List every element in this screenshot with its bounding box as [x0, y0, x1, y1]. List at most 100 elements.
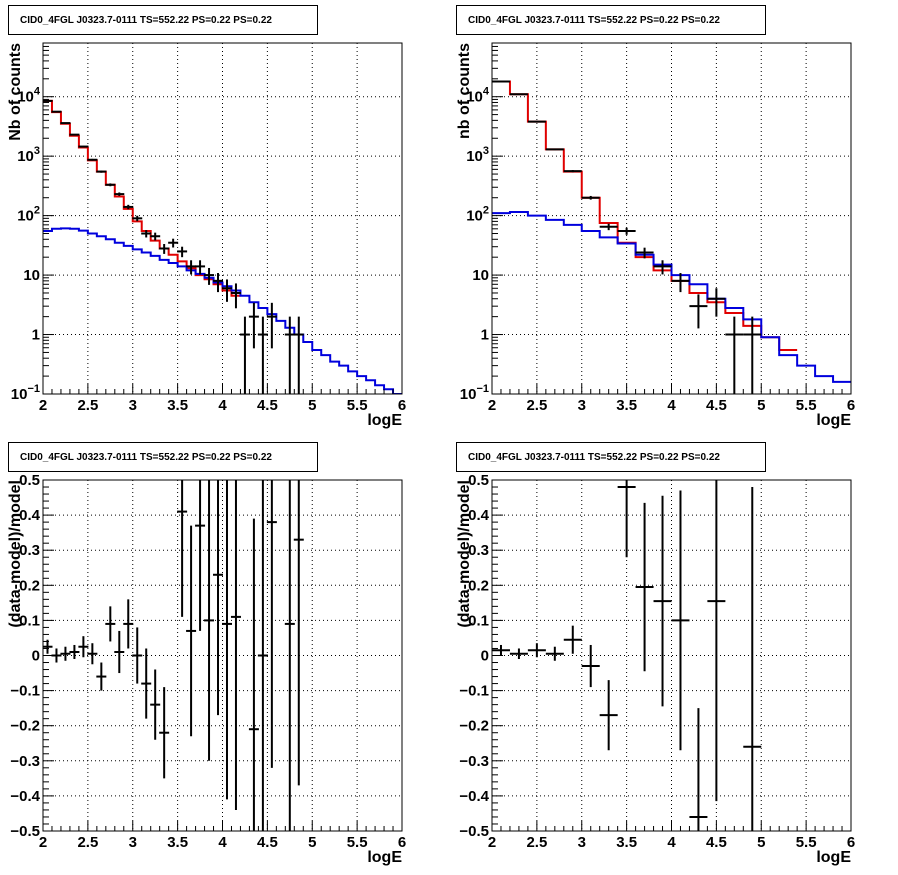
x-tick-label: 5.5: [347, 397, 368, 414]
x-tick-label: 6: [398, 397, 406, 414]
x-tick-label: 6: [847, 397, 855, 414]
x-tick-label: 3: [129, 397, 137, 414]
y-tick-label: −0.1: [459, 683, 489, 700]
y-tick-exponent: 2: [483, 205, 489, 217]
y-tick-label: 0.2: [19, 577, 40, 594]
y-tick-label: 0.1: [468, 612, 489, 629]
y-tick-label: 0.3: [468, 542, 489, 559]
x-tick-label: 4.5: [257, 834, 278, 851]
y-axis-label: (data-model)/model: [456, 480, 473, 628]
y-tick-exponent: −1: [27, 383, 40, 395]
x-tick-label: 3.5: [616, 397, 637, 414]
y-tick-label: 103: [17, 145, 40, 165]
x-tick-label: 2: [39, 834, 47, 851]
y-tick-label: 1: [481, 327, 489, 344]
x-tick-label: 5.5: [347, 834, 368, 851]
y-tick-label: 102: [17, 205, 40, 225]
y-tick-exponent: 2: [34, 205, 40, 217]
y-tick-label: −0.3: [459, 753, 489, 770]
x-tick-label: 3.5: [167, 834, 188, 851]
x-tick-label: 2: [39, 397, 47, 414]
x-tick-label: 5: [757, 834, 765, 851]
y-tick-label: 10: [472, 267, 489, 284]
y-tick-label: 0.5: [19, 472, 40, 489]
x-tick-label: 3.5: [167, 397, 188, 414]
x-tick-label: 3: [129, 834, 137, 851]
x-axis-label: logE: [816, 412, 851, 429]
x-tick-label: 4: [218, 397, 227, 414]
x-tick-label: 2.5: [526, 834, 547, 851]
x-axis-label: logE: [367, 849, 402, 866]
plot-area: [43, 99, 402, 394]
y-tick-label: 0.2: [468, 577, 489, 594]
y-tick-exponent: 4: [34, 86, 41, 98]
x-tick-label: 3.5: [616, 834, 637, 851]
y-tick-label: 10−1: [11, 383, 40, 403]
y-axis-label: nb of counts: [456, 43, 473, 139]
x-tick-label: 4.5: [706, 397, 727, 414]
panel-2: 2 2.5 3 3.5 4 4.5 5 5.5 6 −0.5 −0.4 −0.3 −0.2 −0.1 0 0.…: [7, 472, 406, 866]
y-tick-label: −0.2: [459, 718, 489, 735]
y-tick-label: 10: [23, 267, 40, 284]
x-tick-label: 5.5: [796, 834, 817, 851]
y-tick-label: 10−1: [460, 383, 489, 403]
panel-title-top-left: CID0_4FGL J0323.7-0111 TS=552.22 PS=0.22…: [8, 5, 318, 35]
x-tick-label: 4.5: [706, 834, 727, 851]
plot-area: [492, 80, 851, 394]
y-tick-label: −0.2: [10, 718, 40, 735]
x-tick-label: 6: [847, 834, 855, 851]
y-tick-label: 0.1: [19, 612, 40, 629]
x-axis-label: logE: [816, 849, 851, 866]
x-tick-label: 3: [578, 834, 586, 851]
y-tick-exponent: 3: [34, 145, 40, 157]
y-tick-label: −0.5: [459, 823, 489, 840]
x-tick-label: 2.5: [77, 834, 98, 851]
y-tick-exponent: −1: [476, 383, 489, 395]
y-tick-label: 102: [466, 205, 489, 225]
x-tick-label: 5: [757, 397, 765, 414]
y-tick-label: −0.5: [10, 823, 40, 840]
panel-title-bottom-left: CID0_4FGL J0323.7-0111 TS=552.22 PS=0.22…: [8, 442, 318, 472]
x-tick-label: 4: [667, 834, 676, 851]
series-blue-step-line: [492, 211, 851, 383]
x-tick-label: 4: [218, 834, 227, 851]
y-tick-label: 103: [466, 145, 489, 165]
x-tick-label: 4: [667, 397, 676, 414]
panel-title-top-right: CID0_4FGL J0323.7-0111 TS=552.22 PS=0.22…: [456, 5, 766, 35]
plot-area: [492, 480, 762, 831]
y-axis-label: (data-model)/model: [7, 480, 24, 628]
x-axis-label: logE: [367, 412, 402, 429]
y-tick-label: 0.5: [468, 472, 489, 489]
series-red-step-line: [43, 99, 241, 297]
y-tick-label: 0: [32, 648, 40, 665]
panel-3: 2 2.5 3 3.5 4 4.5 5 5.5 6 −0.5 −0.4 −0.3 −0.2 −0.1 0 0.…: [456, 472, 855, 866]
y-tick-label: 0: [481, 648, 489, 665]
y-tick-label: 1: [32, 327, 40, 344]
x-tick-label: 5: [308, 397, 316, 414]
panel-0: 2 2.5 3 3.5 4 4.5 5 5.5 610−1110102103104logENb …: [7, 42, 406, 429]
x-tick-label: 2: [488, 397, 496, 414]
x-tick-label: 2: [488, 834, 496, 851]
x-tick-label: 2.5: [526, 397, 547, 414]
series-blue-step-line: [43, 227, 402, 394]
x-tick-label: 5.5: [796, 397, 817, 414]
y-tick-label: −0.3: [10, 753, 40, 770]
x-tick-label: 6: [398, 834, 406, 851]
y-tick-label: −0.4: [10, 788, 40, 805]
x-tick-label: 3: [578, 397, 586, 414]
y-tick-exponent: 3: [483, 145, 489, 157]
panel-1: 2 2.5 3 3.5 4 4.5 5 5.5 610−1110102103104logEnb …: [456, 42, 855, 429]
panel-title-bottom-right: CID0_4FGL J0323.7-0111 TS=552.22 PS=0.22…: [456, 442, 766, 472]
y-tick-label: 0.4: [468, 507, 490, 524]
y-tick-exponent: 4: [483, 86, 490, 98]
x-tick-label: 5: [308, 834, 316, 851]
y-tick-label: −0.1: [10, 683, 40, 700]
x-tick-label: 2.5: [77, 397, 98, 414]
y-tick-label: −0.4: [459, 788, 489, 805]
x-tick-label: 4.5: [257, 397, 278, 414]
y-tick-label: 0.3: [19, 542, 40, 559]
y-axis-label: Nb of counts: [7, 43, 24, 141]
plot-area: [43, 480, 304, 831]
y-tick-label: 0.4: [19, 507, 41, 524]
